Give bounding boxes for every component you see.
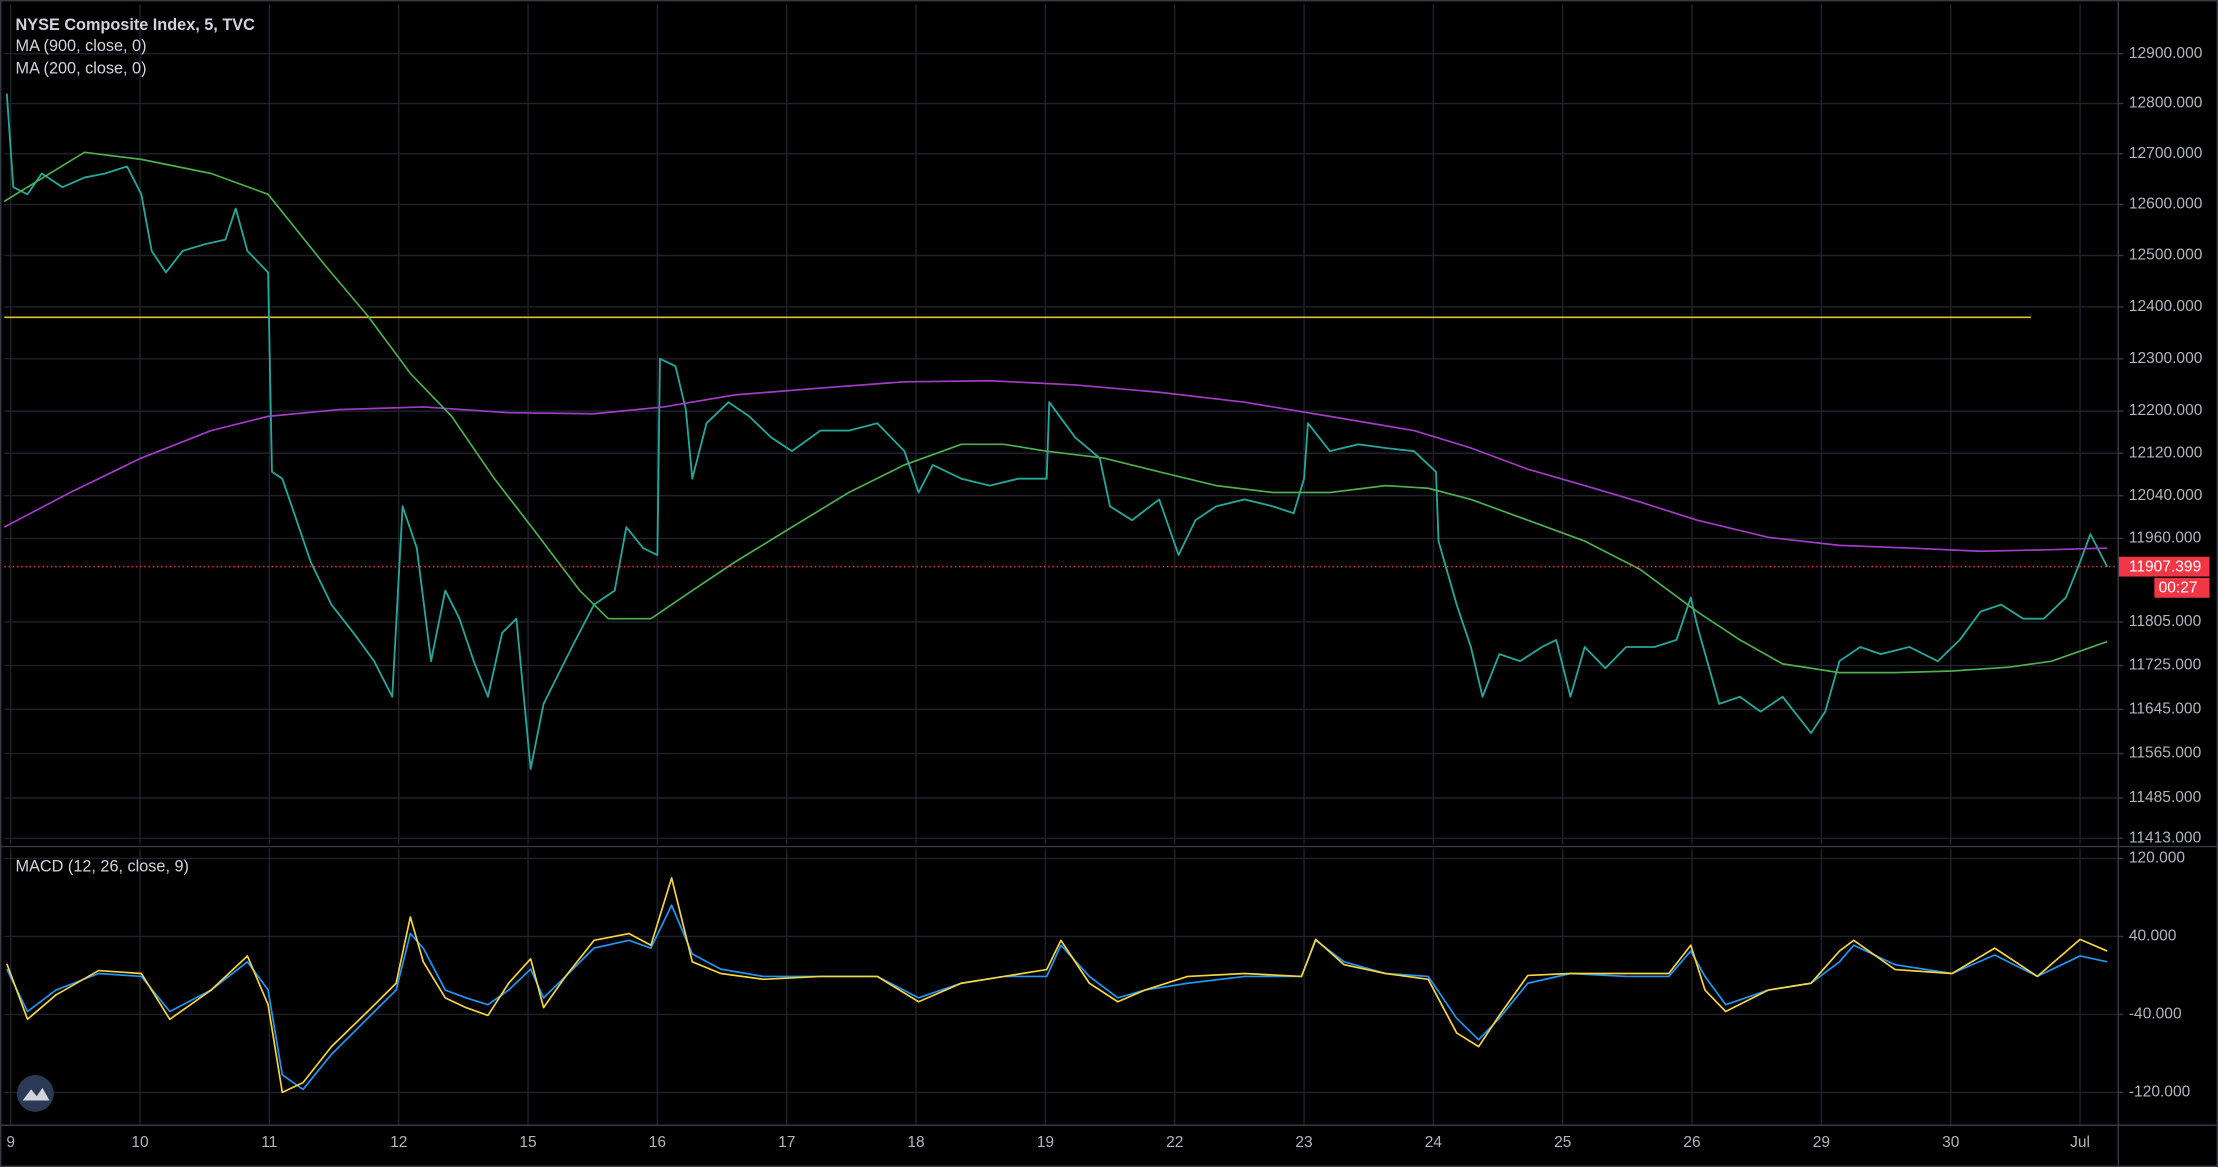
x-tick-label: 24 bbox=[1425, 1134, 1443, 1151]
marks-layer bbox=[3, 93, 2118, 1094]
legend-title: NYSE Composite Index, 5, TVC bbox=[16, 16, 256, 34]
countdown-label: 00:27 bbox=[2159, 580, 2198, 597]
x-tick-label: 25 bbox=[1554, 1134, 1571, 1151]
x-tick-label: 12 bbox=[390, 1134, 407, 1151]
x-tick-label: 26 bbox=[1683, 1134, 1700, 1151]
y-tick-label: 11485.000 bbox=[2129, 789, 2202, 806]
x-tick-label: 9 bbox=[6, 1134, 15, 1151]
y-tick-label: -120.000 bbox=[2129, 1084, 2191, 1101]
series-line bbox=[6, 877, 2108, 1094]
labels-layer: 9 10 11 12 15 16 17 18 19 22 23 24 25 26 29 30 Jul 12900.… bbox=[6, 45, 2210, 1151]
x-tick-label: 30 bbox=[1942, 1134, 1960, 1151]
series-line bbox=[5, 93, 2109, 770]
grid-layer bbox=[4, 4, 2118, 1125]
y-tick-label: 12900.000 bbox=[2129, 45, 2203, 62]
y-tick-label: 11413.000 bbox=[2129, 829, 2202, 846]
y-tick-label: 12600.000 bbox=[2129, 196, 2203, 213]
x-tick-label: 11 bbox=[261, 1134, 277, 1151]
y-tick-label: 12700.000 bbox=[2129, 145, 2203, 162]
legend-entry: MA (900, close, 0) bbox=[16, 37, 147, 55]
y-tick-label: 11725.000 bbox=[2129, 657, 2202, 674]
y-tick-label: 12040.000 bbox=[2129, 487, 2203, 504]
series-line bbox=[3, 379, 2108, 553]
logo-circle bbox=[16, 1075, 54, 1112]
macd-title: MACD (12, 26, close, 9) bbox=[16, 857, 189, 875]
legend-entry: MA (200, close, 0) bbox=[16, 60, 147, 78]
x-tick-label: 22 bbox=[1166, 1134, 1183, 1151]
x-tick-label: 29 bbox=[1813, 1134, 1830, 1151]
y-tick-label: 11805.000 bbox=[2129, 613, 2202, 630]
logo bbox=[16, 1075, 54, 1112]
y-tick-label: 11645.000 bbox=[2129, 700, 2202, 717]
y-tick-label: 11960.000 bbox=[2129, 530, 2202, 547]
x-tick-label: 17 bbox=[778, 1134, 795, 1151]
last-price-box bbox=[2118, 556, 2210, 577]
logo-mark bbox=[22, 1087, 50, 1101]
x-tick-label: 15 bbox=[519, 1134, 536, 1151]
x-tick-label: 23 bbox=[1295, 1134, 1312, 1151]
y-tick-label: 120.000 bbox=[2129, 850, 2186, 867]
x-tick-label: 10 bbox=[131, 1134, 149, 1151]
x-tick-label: 19 bbox=[1037, 1134, 1054, 1151]
countdown-box bbox=[2154, 577, 2210, 598]
y-tick-label: 12300.000 bbox=[2129, 350, 2203, 367]
series-line bbox=[3, 151, 2108, 674]
y-tick-label: 40.000 bbox=[2129, 928, 2177, 945]
y-tick-label: 12120.000 bbox=[2129, 444, 2203, 461]
y-tick-label: 12200.000 bbox=[2129, 402, 2203, 419]
y-tick-label: 12400.000 bbox=[2129, 298, 2203, 315]
x-tick-label: 18 bbox=[907, 1134, 924, 1151]
y-tick-label: 12500.000 bbox=[2129, 247, 2203, 264]
y-tick-label: -40.000 bbox=[2129, 1006, 2182, 1023]
y-tick-label: 12800.000 bbox=[2129, 95, 2203, 112]
x-tick-label: 16 bbox=[649, 1134, 666, 1151]
y-tick-label: 11565.000 bbox=[2129, 745, 2202, 762]
last-price-label: 11907.399 bbox=[2129, 558, 2201, 575]
x-tick-label: Jul bbox=[2070, 1134, 2090, 1151]
